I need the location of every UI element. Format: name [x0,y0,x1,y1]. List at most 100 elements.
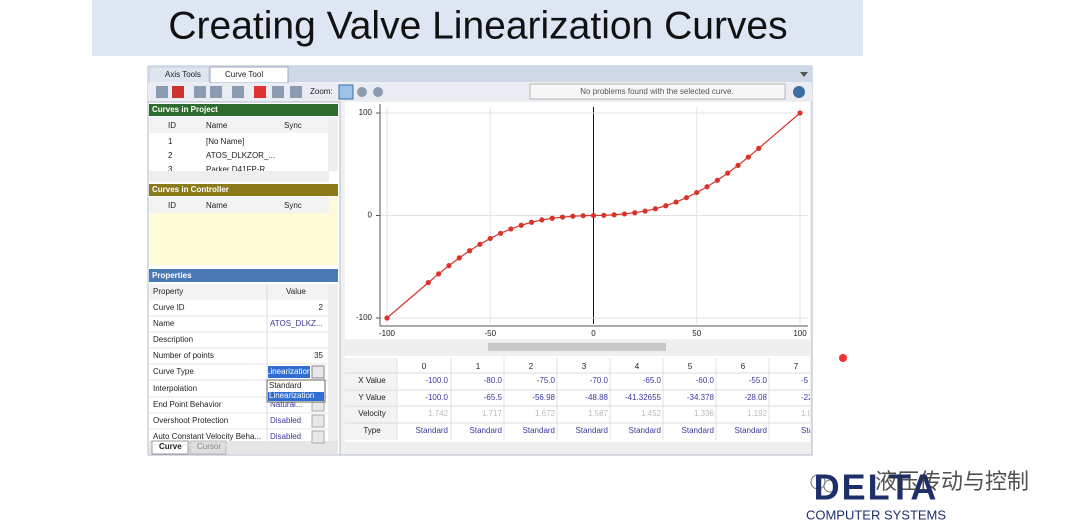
table-cell: 1.717 [482,409,503,418]
dropdown-button[interactable] [311,414,325,428]
column-label: Sync [284,121,302,130]
curve-point [704,184,710,190]
y-tick-label: -100 [356,313,373,322]
curve-point [756,145,762,151]
section-title: Curves in Project [152,105,218,114]
column-index: 4 [635,362,640,371]
table-cell: -80.0 [484,376,503,385]
column-label: Value [286,287,306,296]
curve-point [436,271,442,277]
table-cell: -65.0 [643,376,662,385]
bottom-tab[interactable] [151,440,189,455]
bottom-tab-label: Curve [159,442,182,451]
point-table [345,356,810,442]
curve-point [652,206,659,212]
toolbar-icons[interactable] [156,84,383,100]
x-tick-label: -100 [379,329,396,338]
dropdown-button[interactable] [311,365,325,379]
tab-label: Axis Tools [165,70,201,79]
column-index: 0 [422,362,427,371]
list-cell: 1 [168,137,173,146]
property-value: 35 [314,351,323,360]
logo-name: DELTA [814,467,939,508]
column-header [149,284,328,300]
section-title: Properties [152,271,192,280]
table-cell: Standard [735,426,767,435]
row-label: Velocity [358,409,386,418]
table-cell: -65.5 [484,393,503,402]
curve-point [580,213,586,219]
property-value: Linearization [266,367,311,376]
v-scrollbar[interactable] [328,117,338,171]
table-cell: 1.0 [801,409,813,418]
list-cell: ATOS_DLKZOR_... [206,151,275,160]
menu-arrow[interactable] [800,72,808,77]
table-cell: -41.32655 [625,393,662,402]
logo-tagline: COMPUTER SYSTEMS [806,507,946,522]
y-tick-label: 100 [359,108,373,117]
property-name: Number of points [153,351,214,360]
x-tick-label: 0 [591,329,596,338]
section-header [149,184,338,196]
column-label: Name [206,201,228,210]
h-scrollbar[interactable] [149,171,329,182]
dropdown-highlight[interactable] [268,392,324,401]
column-label: Name [206,121,228,130]
curve-point [467,248,473,254]
property-value: Disabled [270,432,301,441]
curve-point [446,263,452,269]
column-index: 6 [741,362,746,371]
help-icon[interactable] [793,86,805,98]
table-cell: -100.0 [425,376,448,385]
curve-point [683,195,690,201]
row-header-bg [345,358,397,440]
x-tick-label: 50 [692,329,701,338]
pointer-dot [839,354,847,362]
column-index: 1 [476,362,481,371]
curve-point [745,154,751,160]
table-cell: -55.0 [749,376,768,385]
property-name: Interpolation [153,384,197,393]
table-cell: -75.0 [537,376,556,385]
curve-point [384,315,390,321]
curve-point [632,210,638,216]
curve-point [518,222,524,228]
curve-point [725,170,731,176]
column-index: 3 [582,362,587,371]
table-cell: -34.378 [687,393,715,402]
curve-point [425,280,431,286]
property-name: Description [153,335,193,344]
status-text: No problems found with the selected curv… [580,87,733,96]
curve-point [456,255,462,261]
curve-point [601,212,607,218]
table-cell: -28.08 [744,393,767,402]
table-cell: 1.672 [535,409,556,418]
dropdown-field[interactable] [268,366,310,378]
curve-point [590,212,597,219]
property-value: 2 [319,303,324,312]
tab[interactable] [150,68,208,82]
curve-point [477,241,483,247]
v-scrollbar[interactable] [328,284,338,442]
title: Creating Valve Linearization Curves [168,4,787,47]
bottom-tab[interactable] [189,440,227,455]
property-name: Auto Constant Velocity Beha... [153,432,261,441]
section-title: Curves in Controller [152,185,229,194]
property-name: Curve ID [153,303,185,312]
table-cell: 1.742 [428,409,449,418]
dropdown-button[interactable] [311,430,325,444]
curve-point [539,217,545,223]
table-cell: Standard [416,426,448,435]
table-cell: 1.452 [641,409,662,418]
curve-point [487,235,493,242]
toolbar-label: Zoom: [310,87,333,96]
curve-point [528,219,535,225]
bottom-tab-label: Cursor [197,442,221,451]
curve-point [621,211,628,217]
h-scrollbar[interactable] [345,442,810,453]
column-label: Property [153,287,183,296]
table-cell: -100.0 [425,393,448,402]
scroll-thumb[interactable] [488,343,666,351]
table-cell: -60.0 [696,376,715,385]
